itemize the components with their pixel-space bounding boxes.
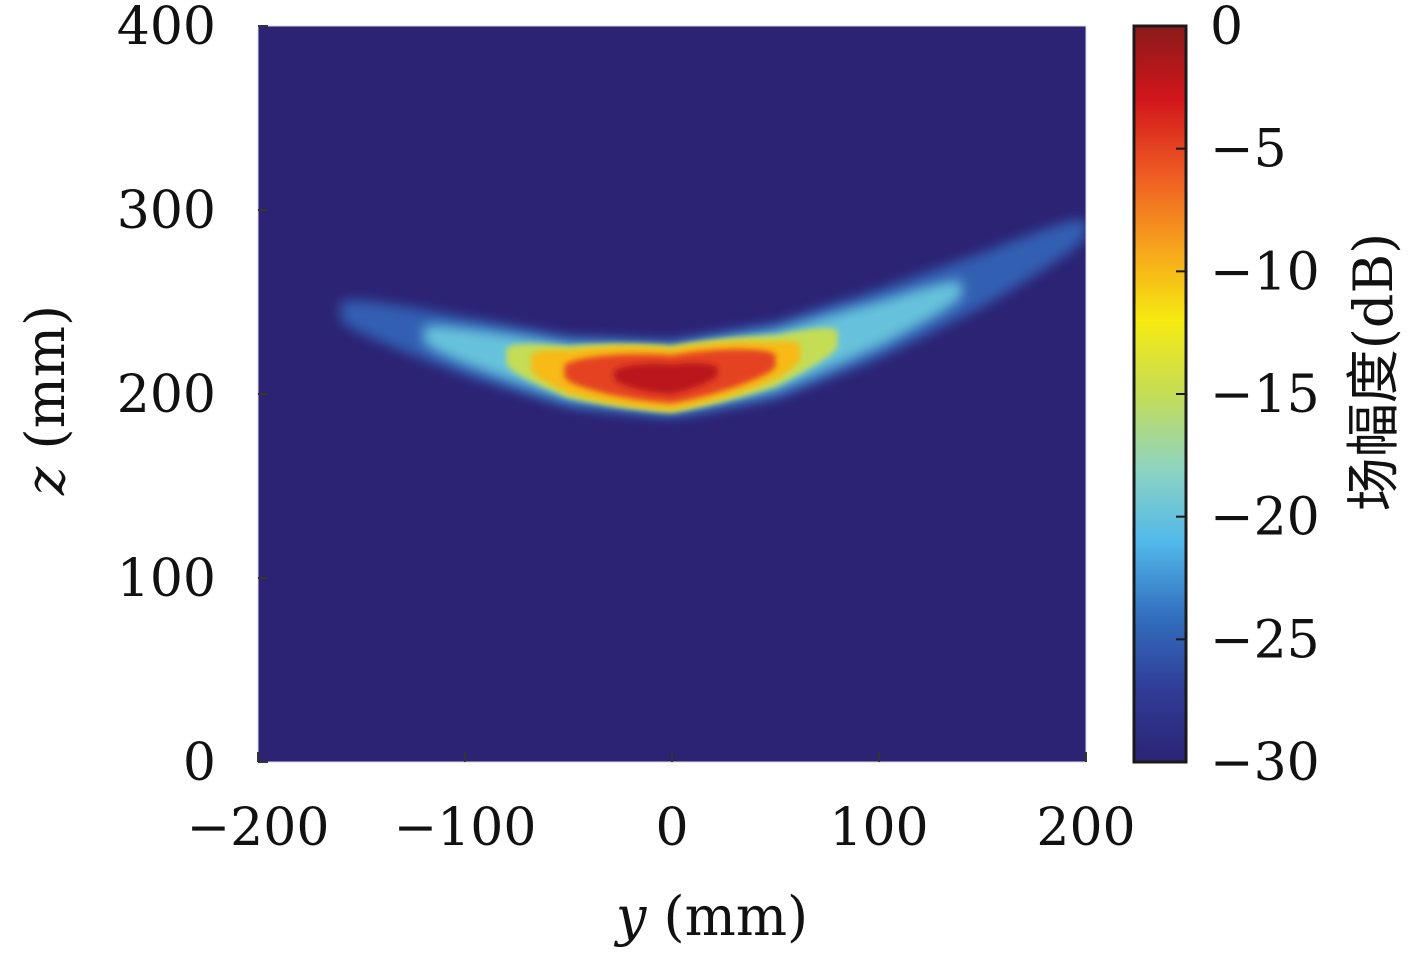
colorbar-ticks: 0 −5 −10 −15 −20 −25 −30 <box>1176 0 1320 793</box>
colorbar: 0 −5 −10 −15 −20 −25 −30 场幅度(dB) <box>1132 0 1405 793</box>
y-tick-label: 100 <box>117 549 216 609</box>
x-tick-label: −200 <box>187 798 330 858</box>
y-tick-label: 0 <box>183 733 216 793</box>
colorbar-tick-label: −15 <box>1210 365 1320 425</box>
x-axis-var: y <box>614 885 648 948</box>
x-axis-unit: (mm) <box>646 885 808 948</box>
x-tick-label: −100 <box>394 798 537 858</box>
colorbar-tick-label: −5 <box>1210 120 1287 180</box>
colorbar-tick-label: 0 <box>1210 0 1243 57</box>
colorbar-tick-label: −20 <box>1210 488 1320 548</box>
beam-band <box>340 218 1086 418</box>
y-tick-label: 300 <box>117 181 216 241</box>
y-axis-label: z (mm) <box>14 305 77 496</box>
y-tick-label: 200 <box>117 365 216 425</box>
colorbar-tick-label: −30 <box>1210 733 1320 793</box>
colorbar-tick-label: −25 <box>1210 610 1320 670</box>
x-tick-label: 0 <box>655 798 688 858</box>
y-axis-var: z <box>14 466 77 496</box>
y-axis-unit: (mm) <box>14 305 77 467</box>
plot-area <box>257 25 1087 763</box>
colorbar-label: 场幅度(dB) <box>1342 233 1405 511</box>
y-tick-label: 400 <box>117 0 216 57</box>
y-axis-ticks: 0 100 200 300 400 <box>117 0 268 793</box>
x-axis-label: y (mm) <box>614 885 808 948</box>
x-axis-ticks: −200 −100 0 100 200 <box>187 752 1136 858</box>
x-tick-label: 200 <box>1036 798 1135 858</box>
beam-contour-2db <box>614 363 718 394</box>
x-tick-label: 100 <box>829 798 928 858</box>
colorbar-tick-label: −10 <box>1210 242 1320 302</box>
